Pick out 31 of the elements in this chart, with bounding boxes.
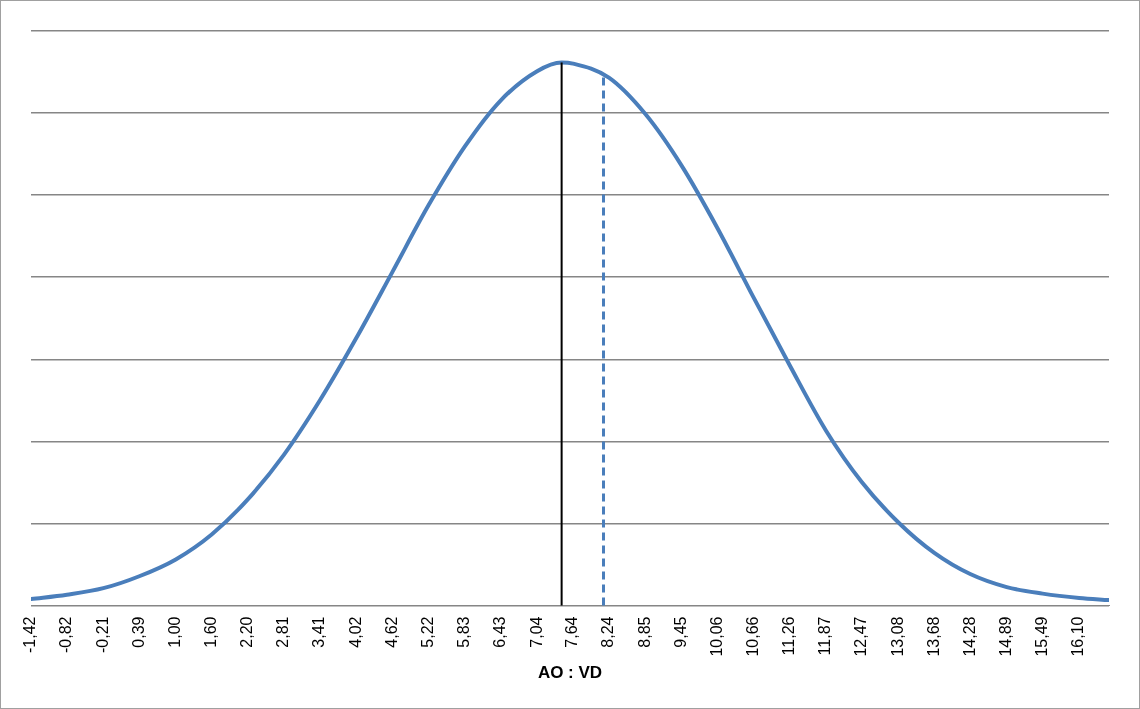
x-tick-label: 14,89 bbox=[997, 616, 1015, 657]
x-tick-label: 9,45 bbox=[671, 616, 689, 648]
x-axis-title: AO : VD bbox=[537, 663, 603, 683]
x-tick-label: 1,00 bbox=[166, 616, 184, 648]
x-tick-label: 3,41 bbox=[310, 616, 328, 648]
x-tick-label: 10,06 bbox=[708, 616, 726, 657]
x-tick-label: 4,62 bbox=[382, 616, 400, 648]
x-tick-label: -0,21 bbox=[93, 616, 111, 654]
x-tick-label: 13,68 bbox=[924, 616, 942, 657]
x-tick-label: 13,08 bbox=[888, 616, 906, 657]
x-tick-label: 6,43 bbox=[491, 616, 509, 648]
x-tick-label: 4,02 bbox=[346, 616, 364, 648]
x-tick-label: 12,47 bbox=[852, 616, 870, 657]
x-tick-label: 8,24 bbox=[599, 616, 617, 648]
x-tick-label: 8,85 bbox=[635, 616, 653, 648]
x-tick-label: -0,82 bbox=[57, 616, 75, 654]
x-tick-label: 15,49 bbox=[1033, 616, 1050, 657]
x-tick-label: 1,60 bbox=[202, 616, 220, 648]
x-tick-label: 11,26 bbox=[779, 616, 797, 656]
x-tick-label: 16,10 bbox=[1069, 616, 1087, 657]
x-tick-label: 7,64 bbox=[563, 616, 581, 648]
x-tick-label: 2,81 bbox=[274, 616, 292, 648]
x-tick-label: 5,22 bbox=[418, 616, 436, 648]
x-tick-label: 0,39 bbox=[129, 616, 147, 648]
x-tick-label: 14,28 bbox=[960, 616, 978, 657]
x-tick-label: 2,20 bbox=[237, 616, 255, 648]
x-tick-label: 11,87 bbox=[816, 616, 834, 656]
x-tick-label: 10,66 bbox=[744, 616, 762, 657]
x-tick-label: 5,83 bbox=[455, 616, 473, 648]
x-tick-label: 7,04 bbox=[527, 616, 545, 648]
x-tick-label: -1,42 bbox=[21, 616, 39, 654]
